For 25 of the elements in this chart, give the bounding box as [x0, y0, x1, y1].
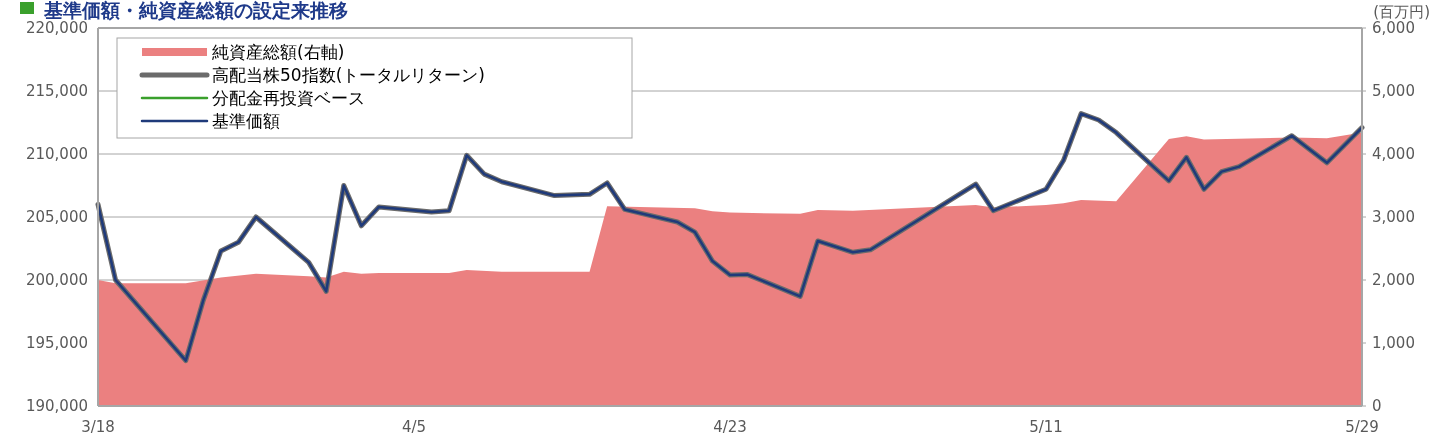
y2-tick-label: 4,000: [1372, 145, 1415, 163]
y2-tick-label: 5,000: [1372, 82, 1415, 100]
x-tick-label: 5/29: [1345, 418, 1379, 436]
y-tick-label: 200,000: [25, 271, 88, 289]
y-tick-label: 205,000: [25, 208, 88, 226]
legend-label: 分配金再投資ベース: [212, 88, 365, 108]
legend-label: 基準価額: [212, 111, 280, 131]
y2-axis-title: (百万円): [1373, 3, 1430, 21]
x-tick-label: 3/18: [81, 418, 115, 436]
y-tick-label: 190,000: [25, 397, 88, 415]
chart-title: 基準価額・純資産総額の設定来推移: [43, 0, 348, 21]
legend-label: 純資産総額(右軸): [212, 42, 345, 62]
y-tick-label: 210,000: [25, 145, 88, 163]
y-tick-label: 195,000: [25, 334, 88, 352]
y-tick-label: 215,000: [25, 82, 88, 100]
legend-label: 高配当株50指数(トータルリターン): [212, 65, 485, 85]
y2-tick-label: 0: [1372, 397, 1382, 415]
y-tick-label: 220,000: [25, 19, 88, 37]
x-tick-label: 5/11: [1029, 418, 1063, 436]
y2-tick-label: 3,000: [1372, 208, 1415, 226]
y2-tick-label: 6,000: [1372, 19, 1415, 37]
y2-tick-label: 1,000: [1372, 334, 1415, 352]
x-tick-label: 4/23: [713, 418, 747, 436]
x-tick-label: 4/5: [401, 418, 427, 436]
y2-tick-label: 2,000: [1372, 271, 1415, 289]
